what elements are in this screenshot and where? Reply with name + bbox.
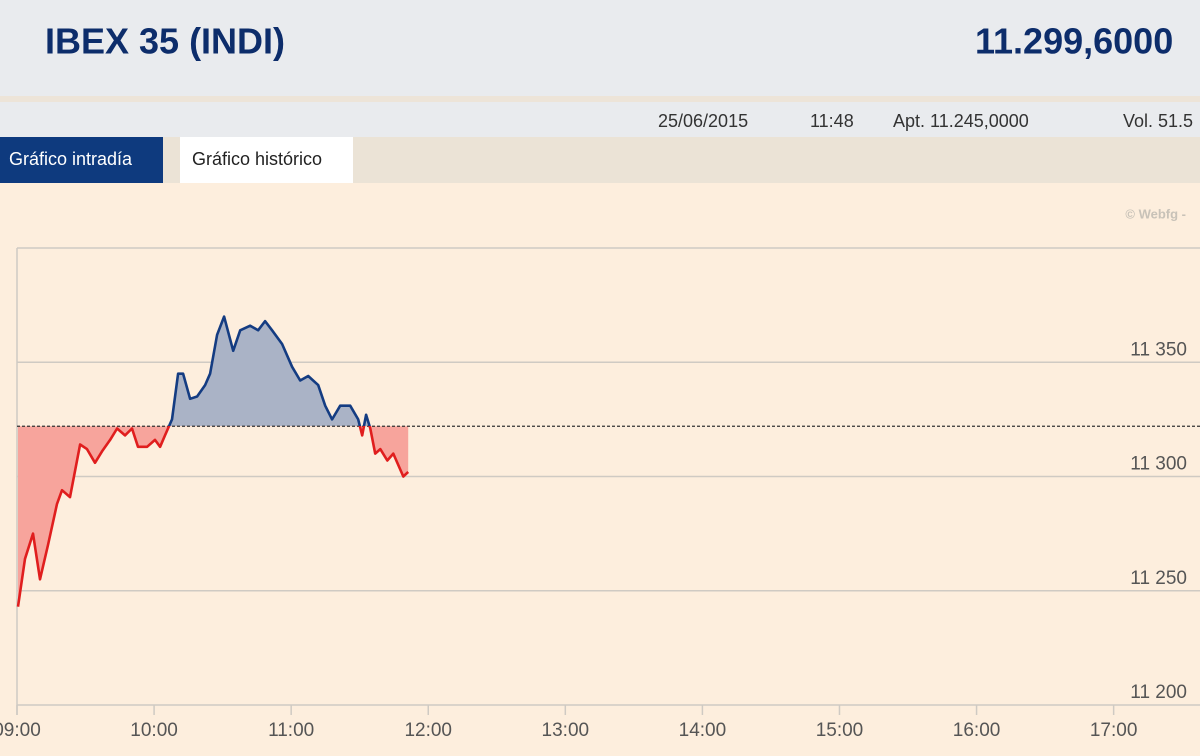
chart-area [0,183,1200,756]
y-tick-label: 11 300 [1130,454,1187,475]
y-tick-label: 11 350 [1130,339,1187,360]
index-price: 11.299,6000 [975,21,1173,62]
y-tick-label: 11 200 [1130,682,1187,703]
x-tick-label: 14:00 [679,720,727,741]
open-price: Apt. 11.245,0000 [893,111,1029,131]
area [17,316,409,607]
x-tick-label: 11:00 [268,720,314,741]
x-tick-label: 13:00 [542,720,590,741]
x-tick-label: 15:00 [816,720,864,741]
line [16,315,410,607]
header-bar [0,0,1200,96]
tab-label[interactable]: Gráfico intradía [9,149,133,169]
x-tick-label: 09:00 [0,720,41,741]
x-tick-label: 10:00 [130,720,178,741]
tab-active[interactable] [0,137,163,183]
x-tick-label: 12:00 [404,720,452,741]
x-tick-label: 16:00 [953,720,1001,741]
header-divider [0,96,1200,102]
volume: Vol. 51.5 [1123,111,1193,131]
tab[interactable] [180,137,353,183]
watermark: © Webfg - [1125,206,1186,221]
tab-label[interactable]: Gráfico histórico [192,149,322,169]
index-title: IBEX 35 (INDI) [45,21,285,62]
x-tick-label: 17:00 [1090,720,1138,741]
y-tick-label: 11 250 [1130,568,1187,589]
date: 25/06/2015 [658,111,748,131]
time: 11:48 [810,111,854,131]
info-bar [0,102,1200,137]
